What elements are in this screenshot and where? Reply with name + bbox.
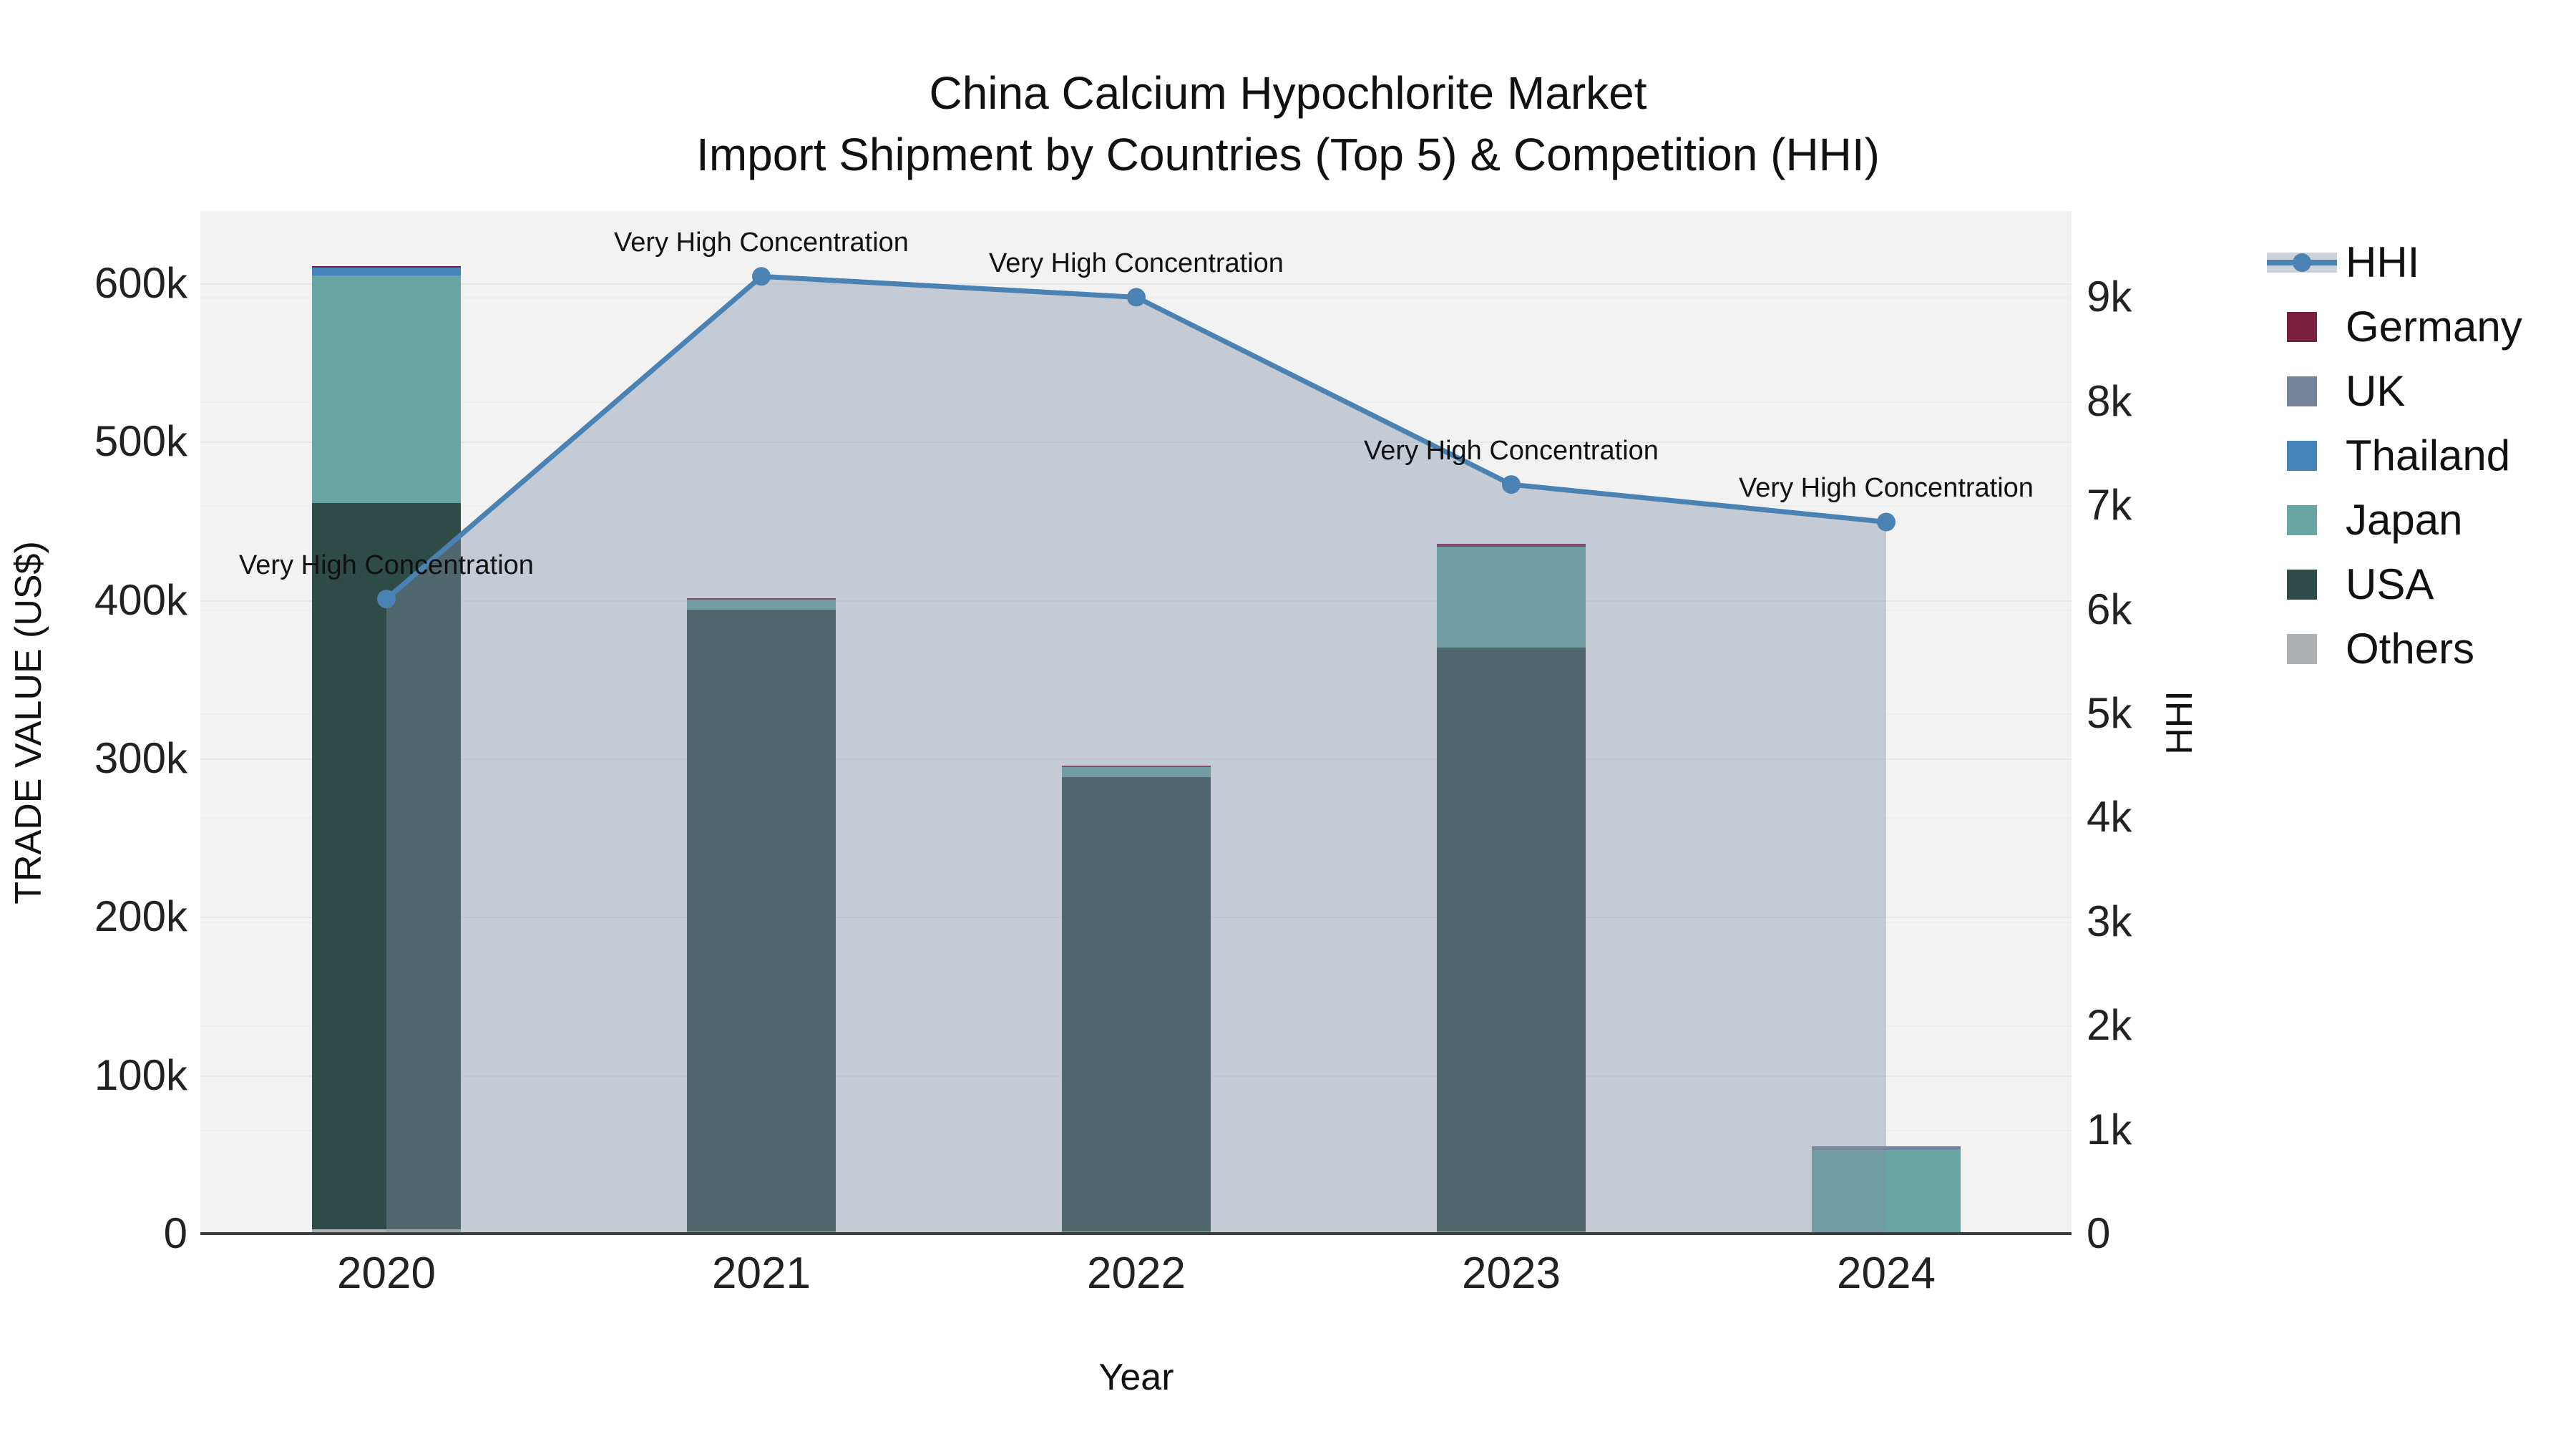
legend-label: UK bbox=[2346, 367, 2406, 415]
legend-item-uk[interactable]: UK bbox=[2260, 359, 2405, 424]
x-axis-title: Year bbox=[1098, 1357, 1174, 1398]
x-tick-2022: 2022 bbox=[1087, 1249, 1186, 1298]
legend-swatch-thailand bbox=[2260, 424, 2340, 488]
color-swatch-icon bbox=[2287, 441, 2317, 471]
legend-swatch-usa bbox=[2260, 552, 2340, 617]
y-right-tick-3k: 3k bbox=[2087, 897, 2132, 945]
x-axis-line bbox=[200, 1232, 2072, 1235]
legend-line-symbol bbox=[2260, 230, 2340, 295]
legend-item-germany[interactable]: Germany bbox=[2260, 295, 2522, 359]
gridline-left bbox=[200, 283, 2072, 285]
y-right-tick-6k: 6k bbox=[2087, 585, 2132, 633]
annotation-2023: Very High Concentration bbox=[1364, 436, 1659, 466]
legend-item-others[interactable]: Others bbox=[2260, 617, 2474, 681]
bar-segment-germany-2023[interactable] bbox=[1437, 543, 1586, 547]
bar-segment-usa-2020[interactable] bbox=[312, 503, 461, 1229]
bar-segment-japan-2022[interactable] bbox=[1062, 767, 1211, 777]
y-right-tick-1k: 1k bbox=[2087, 1106, 2132, 1153]
legend-swatch-japan bbox=[2260, 488, 2340, 552]
x-tick-2020: 2020 bbox=[337, 1249, 436, 1298]
y-left-tick-400k: 400k bbox=[94, 576, 187, 624]
legend-label: Germany bbox=[2346, 303, 2522, 351]
legend-label: HHI bbox=[2346, 238, 2420, 286]
y-left-tick-0: 0 bbox=[163, 1209, 187, 1257]
color-swatch-icon bbox=[2287, 634, 2317, 664]
bar-segment-japan-2021[interactable] bbox=[687, 600, 836, 610]
y-right-tick-8k: 8k bbox=[2087, 377, 2132, 425]
chart-title-line-1: China Calcium Hypochlorite Market bbox=[929, 67, 1647, 119]
color-swatch-icon bbox=[2287, 376, 2317, 406]
y-left-tick-300k: 300k bbox=[94, 734, 187, 782]
y-left-tick-200k: 200k bbox=[94, 892, 187, 940]
color-swatch-icon bbox=[2287, 505, 2317, 535]
y-right-tick-5k: 5k bbox=[2087, 689, 2132, 737]
gridline-right bbox=[200, 610, 2072, 611]
bar-segment-germany-2021[interactable] bbox=[687, 598, 836, 600]
chart-title-line-2: Import Shipment by Countries (Top 5) & C… bbox=[696, 129, 1880, 180]
annotation-2024: Very High Concentration bbox=[1739, 473, 2034, 503]
legend-item-hhi[interactable]: HHI bbox=[2260, 230, 2419, 295]
legend-item-thailand[interactable]: Thailand bbox=[2260, 424, 2510, 488]
color-swatch-icon bbox=[2287, 312, 2317, 342]
legend-item-japan[interactable]: Japan bbox=[2260, 488, 2462, 552]
gridline-left bbox=[200, 600, 2072, 602]
gridline-right bbox=[200, 401, 2072, 403]
color-swatch-icon bbox=[2287, 570, 2317, 600]
legend-swatch-uk bbox=[2260, 359, 2340, 424]
annotation-2021: Very High Concentration bbox=[614, 228, 909, 258]
legend-label: Thailand bbox=[2346, 431, 2511, 479]
bar-segment-japan-2024[interactable] bbox=[1812, 1149, 1961, 1234]
gridline-right bbox=[200, 713, 2072, 715]
bar-segment-usa-2022[interactable] bbox=[1062, 776, 1211, 1231]
x-tick-2023: 2023 bbox=[1462, 1249, 1561, 1298]
y-left-tick-500k: 500k bbox=[94, 417, 187, 465]
bar-segment-uk-2024[interactable] bbox=[1812, 1146, 1961, 1150]
bar-segment-germany-2020[interactable] bbox=[312, 265, 461, 268]
legend-swatch-others bbox=[2260, 617, 2340, 681]
gridline-right bbox=[200, 297, 2072, 298]
x-tick-2024: 2024 bbox=[1837, 1249, 1936, 1298]
y-right-tick-7k: 7k bbox=[2087, 481, 2132, 529]
legend-item-usa[interactable]: USA bbox=[2260, 552, 2434, 617]
y-right-tick-4k: 4k bbox=[2087, 793, 2132, 841]
y-right-tick-2k: 2k bbox=[2087, 1001, 2132, 1049]
x-tick-2021: 2021 bbox=[712, 1249, 811, 1298]
legend-label: USA bbox=[2346, 560, 2434, 608]
y-right-tick-0: 0 bbox=[2087, 1209, 2111, 1257]
bar-segment-thailand-2020[interactable] bbox=[312, 267, 461, 275]
legend-label: Japan bbox=[2346, 496, 2463, 544]
bar-segment-usa-2023[interactable] bbox=[1437, 647, 1586, 1231]
y-left-tick-100k: 100k bbox=[94, 1051, 187, 1099]
bar-segment-others-2020[interactable] bbox=[312, 1229, 461, 1234]
bar-segment-usa-2021[interactable] bbox=[687, 609, 836, 1231]
bar-segment-japan-2020[interactable] bbox=[312, 275, 461, 503]
legend-label: Others bbox=[2346, 625, 2475, 673]
annotation-2020: Very High Concentration bbox=[239, 550, 534, 580]
gridline-left bbox=[200, 441, 2072, 443]
y-left-tick-600k: 600k bbox=[94, 259, 187, 307]
legend-swatch-germany bbox=[2260, 295, 2340, 359]
legend-line-marker bbox=[2293, 253, 2311, 272]
gridline-left bbox=[200, 758, 2072, 760]
gridline-right bbox=[200, 505, 2072, 507]
annotation-2022: Very High Concentration bbox=[989, 248, 1284, 278]
bar-segment-japan-2023[interactable] bbox=[1437, 546, 1586, 648]
y-right-tick-9k: 9k bbox=[2087, 273, 2132, 321]
bar-segment-germany-2022[interactable] bbox=[1062, 766, 1211, 767]
